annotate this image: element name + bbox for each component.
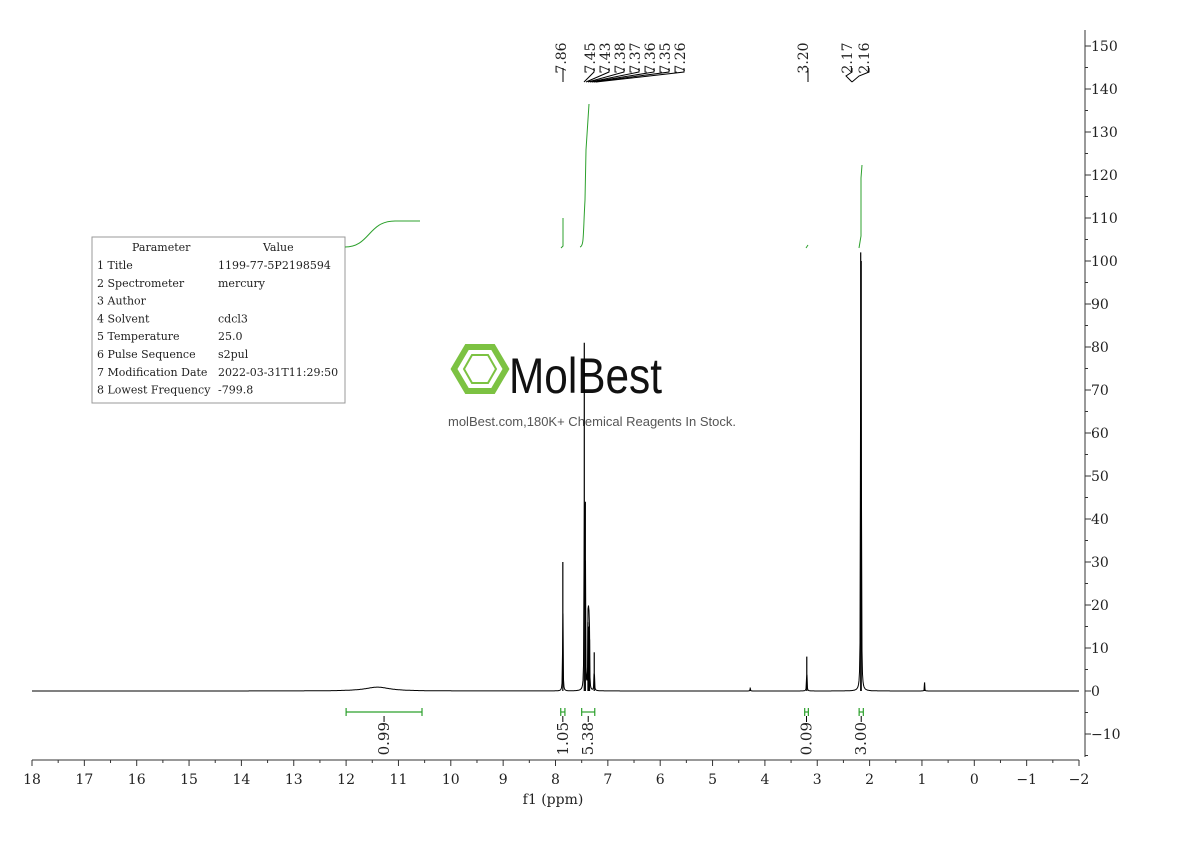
peak-label: 2.16	[857, 42, 873, 73]
y-tick-label: 30	[1091, 555, 1109, 571]
peak-label: 7.45	[583, 42, 599, 73]
x-tick-label: 1	[917, 772, 926, 788]
peak-label: 7.35	[658, 42, 674, 73]
peak-label: 7.36	[643, 42, 659, 73]
y-tick-label: 80	[1091, 340, 1109, 356]
y-tick-label: 120	[1091, 168, 1118, 184]
peak-label: 7.43	[598, 42, 614, 73]
parameter-row-value: 2022-03-31T11:29:50	[218, 366, 338, 379]
integral-value: 5.38	[579, 722, 597, 755]
integral-curves	[344, 103, 863, 249]
peak-label-leader	[845, 68, 853, 83]
y-tick-label: 50	[1091, 469, 1109, 485]
integral-value: 0.99	[375, 722, 393, 755]
molbest-watermark: MolBest molBest.com,180K+ Chemical Reage…	[448, 344, 736, 429]
y-tick-label: 60	[1091, 426, 1109, 442]
y-tick-label: 70	[1091, 383, 1109, 399]
parameter-row-value: 25.0	[218, 330, 243, 343]
y-tick-label: 140	[1091, 82, 1118, 98]
integrals-layer: 0.99 1.05 5.38 0.09 3.00	[345, 708, 870, 755]
x-tick-label: 8	[551, 772, 560, 788]
parameter-row-label: 6 Pulse Sequence	[97, 348, 196, 361]
x-axis-label: f1 (ppm)	[523, 792, 584, 808]
y-tick-label: 40	[1091, 512, 1109, 528]
parameter-row-value: cdcl3	[218, 312, 248, 325]
peak-label: 7.86	[554, 42, 570, 73]
peak-label-leader	[585, 68, 610, 83]
peak-label-leader	[595, 68, 685, 83]
x-tick-label: −2	[1069, 772, 1090, 788]
value-header: Value	[262, 241, 294, 254]
y-tick-label: 150	[1091, 39, 1118, 55]
y-tick-label: −10	[1091, 727, 1121, 743]
y-tick-label: 0	[1091, 684, 1100, 700]
peak-label-leader	[587, 68, 625, 83]
spectrum-layer	[32, 252, 1079, 692]
peak-label-leader	[589, 68, 640, 83]
x-axis: 18 17 16 15 14 13 12 11 10 9 8 7 6 5 4 3 2 1 0 −1 −2	[23, 759, 1090, 788]
x-tick-label: 17	[75, 772, 93, 788]
integral-curve-broad	[344, 220, 420, 248]
peak-label-leader	[591, 68, 655, 83]
parameter-row-value: s2pul	[218, 348, 249, 361]
x-tick-label: 6	[656, 772, 665, 788]
integral-value: 0.09	[798, 722, 816, 755]
parameter-row-label: 4 Solvent	[97, 312, 150, 325]
parameter-row-label: 2 Spectrometer	[97, 277, 185, 290]
integral-curve-7-40	[579, 103, 590, 248]
y-tick-label: 90	[1091, 297, 1109, 313]
x-tick-label: 14	[232, 772, 250, 788]
x-tick-label: 3	[813, 772, 822, 788]
x-tick-label: 5	[708, 772, 717, 788]
y-tick-label: 10	[1091, 641, 1109, 657]
x-tick-label: 9	[499, 772, 508, 788]
x-tick-label: 16	[128, 772, 146, 788]
y-tick-label: 130	[1091, 125, 1118, 141]
integral-value: 3.00	[852, 722, 870, 755]
integral-curve-3-20	[805, 244, 809, 249]
peak-label: 2.17	[840, 42, 856, 73]
x-tick-label: 13	[285, 772, 303, 788]
x-tick-label: 4	[760, 772, 769, 788]
peak-label: 7.38	[613, 42, 629, 73]
integral-value: 1.05	[554, 722, 572, 755]
x-tick-label: 18	[23, 772, 41, 788]
peak-label: 7.37	[628, 42, 644, 73]
x-tick-label: 11	[390, 772, 408, 788]
parameter-row-label: 3 Author	[97, 295, 147, 308]
watermark-tagline: molBest.com,180K+ Chemical Reagents In S…	[448, 414, 736, 429]
parameter-header: Parameter	[132, 241, 191, 254]
parameter-row-label: 8 Lowest Frequency	[97, 384, 211, 397]
x-tick-label: 0	[970, 772, 979, 788]
x-tick-label: 7	[603, 772, 612, 788]
x-tick-label: 2	[865, 772, 874, 788]
integral-curve-7-86	[560, 218, 564, 249]
x-tick-label: 15	[180, 772, 198, 788]
peak-label-leader	[851, 68, 870, 83]
x-tick-label: 12	[337, 772, 355, 788]
watermark-brand: MolBest	[509, 348, 662, 404]
y-tick-label: 110	[1091, 211, 1118, 227]
y-tick-label: 20	[1091, 598, 1109, 614]
parameter-table: Parameter Value 1 Title 1199-77-5P2198594…	[91, 236, 346, 404]
peak-label-leader	[593, 68, 670, 83]
peak-label-layer: 7.86 7.45 7.43 7.38 7.37 7.36 7.35 7.26 3.20 2.17…	[554, 42, 873, 83]
parameter-row-value: mercury	[218, 277, 266, 290]
integral-curve-2-17	[858, 164, 863, 249]
peak-label: 7.26	[673, 42, 689, 73]
peak-label-leader	[583, 68, 595, 83]
spectrum-line	[32, 346, 1079, 692]
x-tick-label: 10	[442, 772, 460, 788]
x-tick-label: −1	[1016, 772, 1037, 788]
parameter-row-label: 5 Temperature	[97, 330, 180, 343]
parameter-row-label: 7 Modification Date	[97, 366, 207, 379]
molbest-logo-icon	[450, 344, 510, 394]
parameter-row-value: -799.8	[218, 384, 253, 397]
peak-label: 3.20	[796, 42, 812, 73]
parameter-row-label: 1 Title	[97, 259, 133, 272]
parameter-row-value: 1199-77-5P2198594	[218, 259, 331, 272]
y-tick-label: 100	[1091, 254, 1118, 270]
